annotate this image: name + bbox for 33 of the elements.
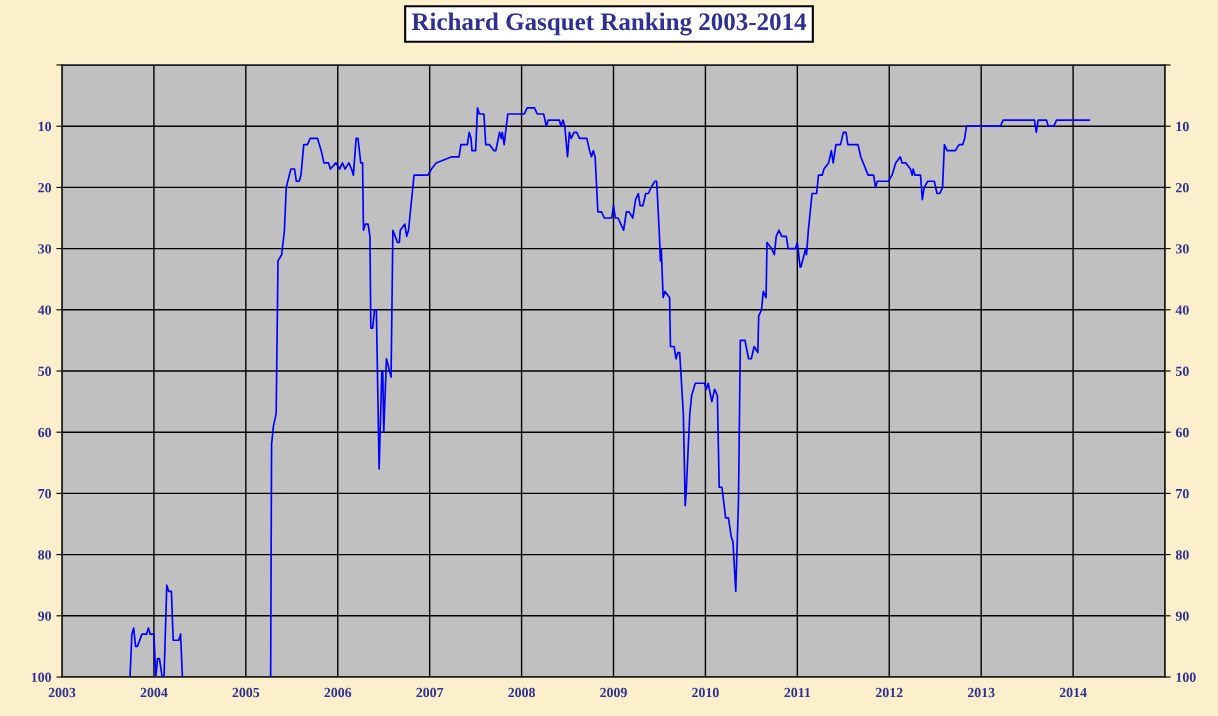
- y2-tick-label: 60: [1175, 427, 1189, 438]
- chart-title: Richard Gasquet Ranking 2003-2014: [411, 12, 807, 36]
- x-tick-label: 2011: [784, 687, 811, 698]
- x-tick-label: 2003: [48, 687, 76, 698]
- y2-tick-label: 30: [1175, 244, 1189, 254]
- y-tick-label: 40: [37, 305, 52, 315]
- x-tick-label: 2012: [875, 687, 903, 698]
- y-tick-label: 80: [38, 550, 52, 560]
- x-tick-label: 2006: [324, 687, 352, 698]
- y-tick-label: 70: [38, 488, 52, 499]
- x-tick-label: 2005: [232, 687, 260, 698]
- y2-tick-label: 70: [1176, 488, 1189, 499]
- y2-tick-label: 100: [1176, 672, 1196, 682]
- y2-tick-label: 80: [1175, 550, 1189, 560]
- y-tick-label: 90: [38, 611, 52, 621]
- y2-tick-label: 50: [1175, 366, 1189, 376]
- y2-tick-label: 10: [1176, 121, 1189, 132]
- y-tick-label: 50: [38, 366, 52, 376]
- x-tick-label: 2008: [508, 687, 536, 698]
- y2-tick-label: 20: [1176, 182, 1189, 193]
- x-tick-label: 2004: [140, 687, 168, 698]
- x-tick-label: 2009: [600, 687, 627, 698]
- y-tick-label: 20: [38, 182, 52, 193]
- x-tick-label: 2007: [416, 687, 444, 698]
- y-tick-label: 100: [31, 672, 52, 682]
- x-tick-label: 2013: [967, 687, 995, 698]
- y2-tick-label: 90: [1175, 611, 1189, 621]
- y2-tick-label: 40: [1175, 305, 1189, 315]
- y-tick-label: 30: [38, 244, 52, 254]
- y-tick-label: 60: [38, 427, 52, 438]
- x-tick-label: 2014: [1059, 687, 1087, 698]
- y-tick-label: 10: [38, 121, 52, 132]
- x-tick-label: 2010: [692, 687, 719, 698]
